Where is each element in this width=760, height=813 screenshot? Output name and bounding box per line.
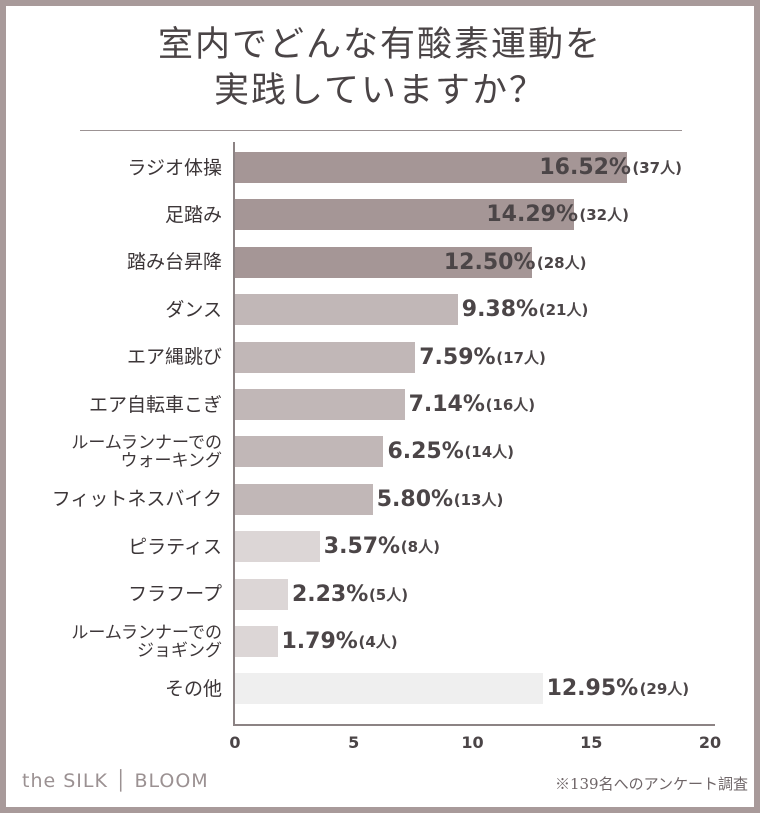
x-tick-label: 20: [698, 733, 722, 752]
bar: [235, 626, 278, 657]
value-label: 16.52%: [539, 155, 631, 180]
count-label: (4人): [358, 633, 398, 651]
bar: [235, 673, 543, 705]
x-tick-label: 15: [580, 733, 603, 752]
bar: [235, 389, 405, 420]
category-label: 踏み台昇降: [126, 251, 222, 274]
value-label: 12.50%: [443, 249, 536, 275]
bar: [235, 483, 373, 515]
x-tick-label: 5: [348, 733, 360, 752]
y-axis-line: [233, 142, 235, 726]
bar: [235, 294, 458, 326]
survey-note: ※139名へのアンケート調査: [554, 775, 748, 793]
count-label: (14人): [464, 443, 515, 462]
value-label: 1.79%: [281, 629, 358, 654]
value-label: 9.38%: [461, 297, 539, 323]
value-label: 3.57%: [323, 534, 401, 560]
count-label: (17人): [496, 348, 546, 367]
title-line-1: 室内でどんな有酸素運動を: [157, 25, 602, 65]
x-tick-label: 10: [461, 733, 484, 752]
value-label: 7.14%: [408, 392, 485, 417]
bar: [235, 199, 575, 231]
value-label: 5.80%: [376, 486, 454, 512]
brand-logo: the SILK │ BLOOM: [22, 770, 209, 792]
bar: [235, 436, 384, 468]
value-label: 7.59%: [419, 344, 496, 370]
category-label: ラジオ体操: [127, 156, 222, 179]
x-axis-line: [233, 724, 715, 726]
value-label: 12.95%: [546, 676, 639, 702]
bar: [235, 152, 628, 183]
category-label: ダンス: [165, 298, 222, 321]
title-line-2: 実践していますか？: [214, 71, 546, 111]
category-label: 足踏み: [164, 203, 222, 226]
count-label: (13人): [453, 490, 504, 509]
bar: [235, 246, 532, 278]
category-label: エア縄跳び: [126, 346, 222, 369]
category-label: フィットネスバイク: [51, 488, 222, 511]
count-label: (21人): [538, 301, 589, 320]
category-label: ピラティス: [128, 535, 222, 558]
count-label: (28人): [536, 253, 587, 272]
category-label: ルームランナーでの ジョギング: [71, 622, 222, 661]
value-label: 2.23%: [291, 581, 369, 607]
count-label: (32人): [579, 206, 629, 225]
count-label: (8人): [400, 538, 440, 557]
bar: [235, 531, 320, 563]
title-divider: [80, 130, 682, 131]
bar: [235, 341, 416, 373]
bar: [235, 578, 288, 610]
chart-title: 室内でどんな有酸素運動を 実践していますか？: [0, 22, 760, 114]
count-label: (29人): [639, 680, 690, 699]
x-tick-label: 0: [229, 733, 241, 752]
category-label: エア自転車こぎ: [88, 393, 222, 416]
category-label: その他: [164, 677, 222, 700]
value-label: 14.29%: [486, 202, 579, 228]
count-label: (37人): [632, 159, 682, 177]
value-label: 6.25%: [387, 439, 464, 465]
count-label: (5人): [368, 585, 409, 604]
category-label: フラフープ: [128, 583, 222, 606]
category-label: ルームランナーでの ウォーキング: [71, 432, 222, 471]
count-label: (16人): [485, 396, 536, 414]
